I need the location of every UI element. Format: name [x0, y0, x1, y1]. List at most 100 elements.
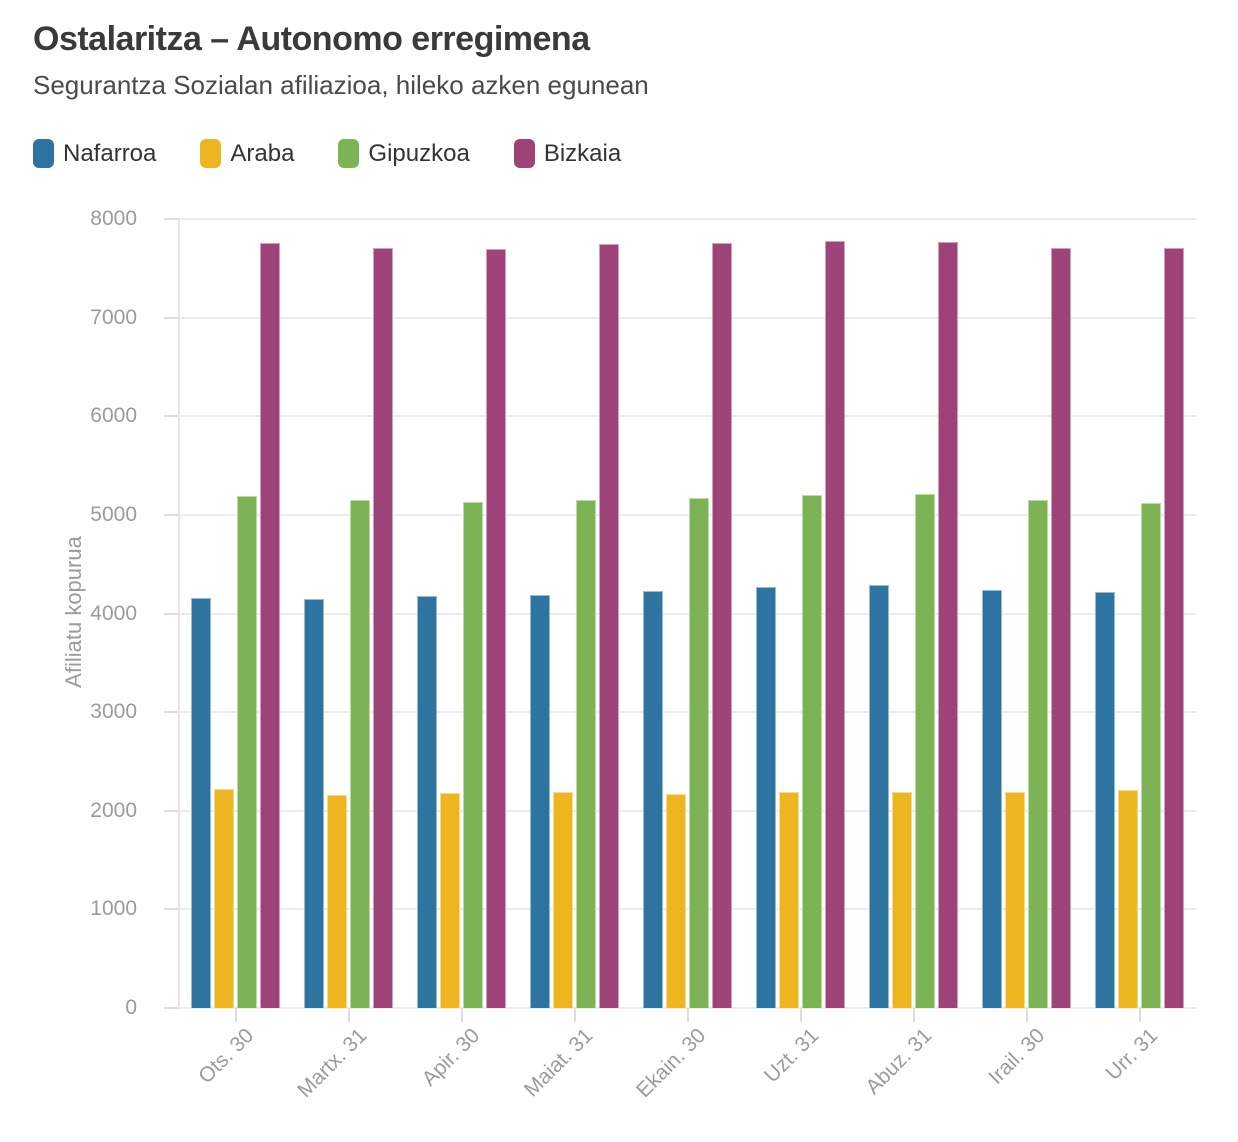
- x-tick-label: Apir. 30: [417, 1024, 484, 1091]
- bar-gipuzkoa-uzt-31[interactable]: [802, 495, 822, 1008]
- bar-nafarroa-ekain-30[interactable]: [643, 591, 663, 1008]
- bar-nafarroa-urr-31[interactable]: [1095, 592, 1115, 1008]
- bar-group-9: [1095, 248, 1184, 1008]
- y-tick-label: 8000: [90, 207, 137, 230]
- plot-area: 0 1000 2000 3000 4000 5000 6000 7000 8000 Ots. 30…: [90, 207, 1196, 1102]
- x-axis-tick: [573, 1008, 576, 1022]
- bar-nafarroa-maiat-31[interactable]: [530, 595, 550, 1008]
- x-tick-label: Martx. 31: [292, 1024, 371, 1103]
- y-axis-tick: [164, 415, 179, 418]
- y-tick-label: 7000: [90, 305, 137, 329]
- bar-bizkaia-martx-31[interactable]: [373, 248, 393, 1008]
- bar-nafarroa-martx-31[interactable]: [304, 599, 324, 1008]
- y-axis-tick: [164, 218, 179, 220]
- bar-bizkaia-abuz-31[interactable]: [938, 242, 958, 1008]
- x-axis-tick: [234, 1008, 237, 1022]
- bar-bizkaia-ekain-30[interactable]: [712, 243, 732, 1008]
- bar-gipuzkoa-martx-31[interactable]: [350, 500, 370, 1008]
- bar-group-6: [756, 241, 845, 1008]
- x-tick-label: Ots. 30: [193, 1024, 258, 1089]
- gridline-8000: [179, 218, 1196, 220]
- legend-item-araba[interactable]: Araba: [200, 139, 294, 168]
- legend-swatch-icon: [338, 139, 360, 168]
- y-tick-label: 3000: [90, 700, 137, 724]
- bar-araba-irail-30[interactable]: [1005, 792, 1025, 1008]
- legend-swatch-icon: [33, 139, 54, 168]
- bar-araba-uzt-31[interactable]: [779, 792, 799, 1008]
- bar-gipuzkoa-abuz-31[interactable]: [915, 494, 935, 1008]
- bar-nafarroa-irail-30[interactable]: [982, 590, 1002, 1008]
- bar-bizkaia-maiat-31[interactable]: [599, 244, 619, 1008]
- legend-swatch-icon: [200, 139, 222, 168]
- gridline-6000: [179, 415, 1196, 418]
- y-tick-label: 4000: [90, 601, 137, 625]
- bar-araba-ekain-30[interactable]: [666, 794, 686, 1008]
- legend-item-gipuzkoa[interactable]: Gipuzkoa: [338, 139, 470, 168]
- x-axis-tick: [1138, 1008, 1141, 1022]
- bar-group-2: [304, 248, 393, 1008]
- x-tick-label: Uzt. 31: [759, 1024, 823, 1088]
- bar-nafarroa-ots-30[interactable]: [191, 598, 211, 1008]
- legend-label: Araba: [230, 139, 295, 167]
- bar-araba-urr-31[interactable]: [1118, 790, 1138, 1008]
- bar-nafarroa-apir-30[interactable]: [417, 596, 437, 1008]
- bar-group-5: [643, 243, 732, 1008]
- y-axis-tick: [164, 711, 179, 714]
- bar-gipuzkoa-maiat-31[interactable]: [576, 500, 596, 1008]
- bar-bizkaia-uzt-31[interactable]: [825, 241, 845, 1008]
- bar-araba-abuz-31[interactable]: [892, 792, 912, 1008]
- x-axis-tick: [799, 1008, 802, 1022]
- gridline-2000: [179, 809, 1196, 812]
- gridline-4000: [179, 612, 1196, 615]
- x-tick-label: Urr. 31: [1100, 1024, 1162, 1085]
- chart-title: Ostalaritza – Autonomo erregimena: [33, 20, 590, 58]
- bar-gipuzkoa-apir-30[interactable]: [463, 502, 483, 1008]
- x-tick-label: Abuz. 31: [860, 1024, 936, 1099]
- bar-bizkaia-irail-30[interactable]: [1051, 248, 1071, 1008]
- bar-gipuzkoa-ekain-30[interactable]: [689, 498, 709, 1008]
- bar-nafarroa-abuz-31[interactable]: [869, 585, 889, 1008]
- chart-subtitle: Segurantza Sozialan afiliazioa, hileko a…: [33, 70, 649, 100]
- bar-group-4: [530, 244, 619, 1008]
- bar-group-7: [869, 242, 958, 1008]
- bar-group-8: [982, 248, 1071, 1008]
- y-tick-label: 2000: [90, 798, 137, 822]
- bar-araba-apir-30[interactable]: [440, 793, 460, 1008]
- legend-label: Nafarroa: [63, 139, 157, 167]
- y-axis-tick: [164, 1007, 179, 1009]
- bar-bizkaia-apir-30[interactable]: [486, 249, 506, 1008]
- legend: Nafarroa Araba Gipuzkoa Bizkaia: [33, 139, 621, 168]
- bar-gipuzkoa-ots-30[interactable]: [237, 496, 257, 1008]
- x-axis-tick: [460, 1008, 463, 1022]
- y-tick-label: 5000: [90, 502, 137, 526]
- x-axis-tick: [686, 1008, 689, 1022]
- bar-bizkaia-urr-31[interactable]: [1164, 248, 1184, 1008]
- bar-gipuzkoa-irail-30[interactable]: [1028, 500, 1048, 1008]
- gridline-3000: [179, 711, 1196, 714]
- legend-item-bizkaia[interactable]: Bizkaia: [513, 139, 622, 168]
- x-tick-label: Ekain. 30: [631, 1024, 710, 1103]
- bar-araba-martx-31[interactable]: [327, 795, 347, 1008]
- y-tick-label: 6000: [90, 404, 137, 428]
- bar-araba-maiat-31[interactable]: [553, 792, 573, 1008]
- y-axis-tick: [164, 513, 179, 516]
- bar-bizkaia-ots-30[interactable]: [260, 243, 280, 1008]
- x-axis-tick: [1025, 1008, 1028, 1022]
- legend-item-nafarroa[interactable]: Nafarroa: [33, 139, 156, 168]
- bar-araba-ots-30[interactable]: [214, 789, 234, 1008]
- bar-nafarroa-uzt-31[interactable]: [756, 587, 776, 1008]
- x-tick-label: Irail. 30: [983, 1024, 1049, 1089]
- y-axis-tick: [164, 908, 179, 911]
- gridline-7000: [179, 316, 1196, 319]
- legend-label: Gipuzkoa: [368, 139, 470, 167]
- x-axis-tick: [912, 1008, 915, 1022]
- y-tick-label: 1000: [90, 897, 137, 921]
- legend-swatch-icon: [513, 139, 535, 168]
- gridline-1000: [179, 908, 1196, 911]
- x-tick-label: Maiat. 31: [519, 1024, 597, 1102]
- y-axis-title: Afiliatu kopurua: [61, 536, 86, 688]
- legend-label: Bizkaia: [543, 139, 622, 167]
- bar-gipuzkoa-urr-31[interactable]: [1141, 503, 1161, 1008]
- bar-group-1: [191, 243, 280, 1008]
